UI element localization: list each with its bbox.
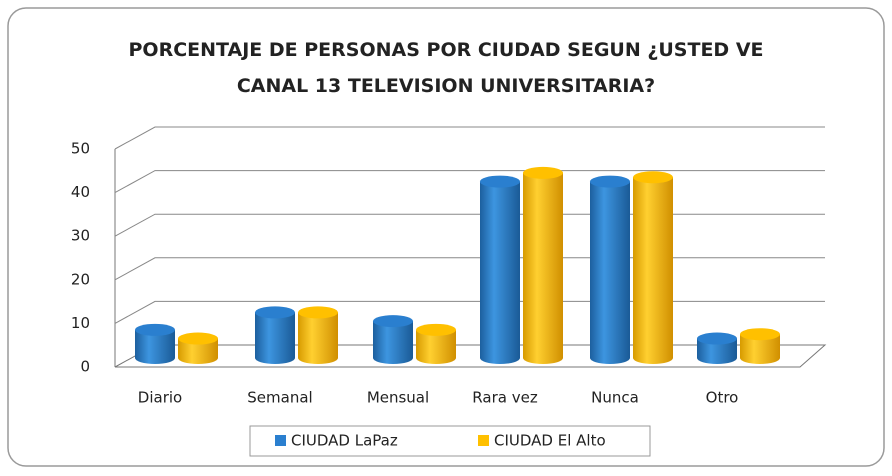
bar-top <box>255 306 295 319</box>
bar-body <box>633 177 673 358</box>
bar <box>590 175 630 364</box>
bar-top <box>740 328 780 341</box>
y-tick-label: 40 <box>71 183 90 201</box>
x-tick-label: Semanal <box>247 389 312 407</box>
bar-body <box>523 172 563 358</box>
legend-swatch <box>478 435 489 446</box>
x-tick-label: Otro <box>706 389 739 407</box>
bar-body <box>373 321 413 358</box>
y-tick-label: 0 <box>80 358 90 376</box>
bar-top <box>416 323 456 336</box>
y-tick-label: 10 <box>71 314 90 332</box>
bar <box>373 315 413 364</box>
bar-top <box>298 306 338 319</box>
x-tick-label: Nunca <box>591 389 639 407</box>
bar-body <box>480 181 520 358</box>
grid-line <box>114 126 825 150</box>
bar-top <box>480 175 520 188</box>
bar-top <box>590 175 630 188</box>
bar <box>480 175 520 364</box>
bar-top <box>633 171 673 184</box>
bar <box>416 323 456 364</box>
legend <box>249 425 651 457</box>
bar-top <box>697 332 737 345</box>
legend-label: CIUDAD El Alto <box>494 432 606 450</box>
bar-body <box>590 181 630 358</box>
chart-title: PORCENTAJE DE PERSONAS POR CIUDAD SEGUN … <box>129 39 764 97</box>
bar <box>740 328 780 364</box>
bar-top <box>523 166 563 179</box>
x-tick-label: Rara vez <box>472 389 538 407</box>
bar <box>135 323 175 364</box>
x-tick-label: Mensual <box>367 389 429 407</box>
bar <box>633 171 673 364</box>
legend-label: CIUDAD LaPaz <box>291 432 398 450</box>
bar-body <box>298 312 338 358</box>
y-tick-label: 20 <box>71 270 90 288</box>
y-tick-label: 30 <box>71 227 90 245</box>
legend-swatch <box>275 435 286 446</box>
bar-body <box>740 334 780 358</box>
y-tick-label: 50 <box>71 140 90 158</box>
bar <box>697 332 737 364</box>
bar-top <box>178 332 218 345</box>
grid-line <box>114 170 825 194</box>
bar <box>523 166 563 364</box>
x-tick-label: Diario <box>138 389 182 407</box>
bar <box>298 306 338 364</box>
bar-body <box>255 312 295 358</box>
bar-top <box>373 315 413 328</box>
bar <box>178 332 218 364</box>
bar-top <box>135 323 175 336</box>
bar <box>255 306 295 364</box>
